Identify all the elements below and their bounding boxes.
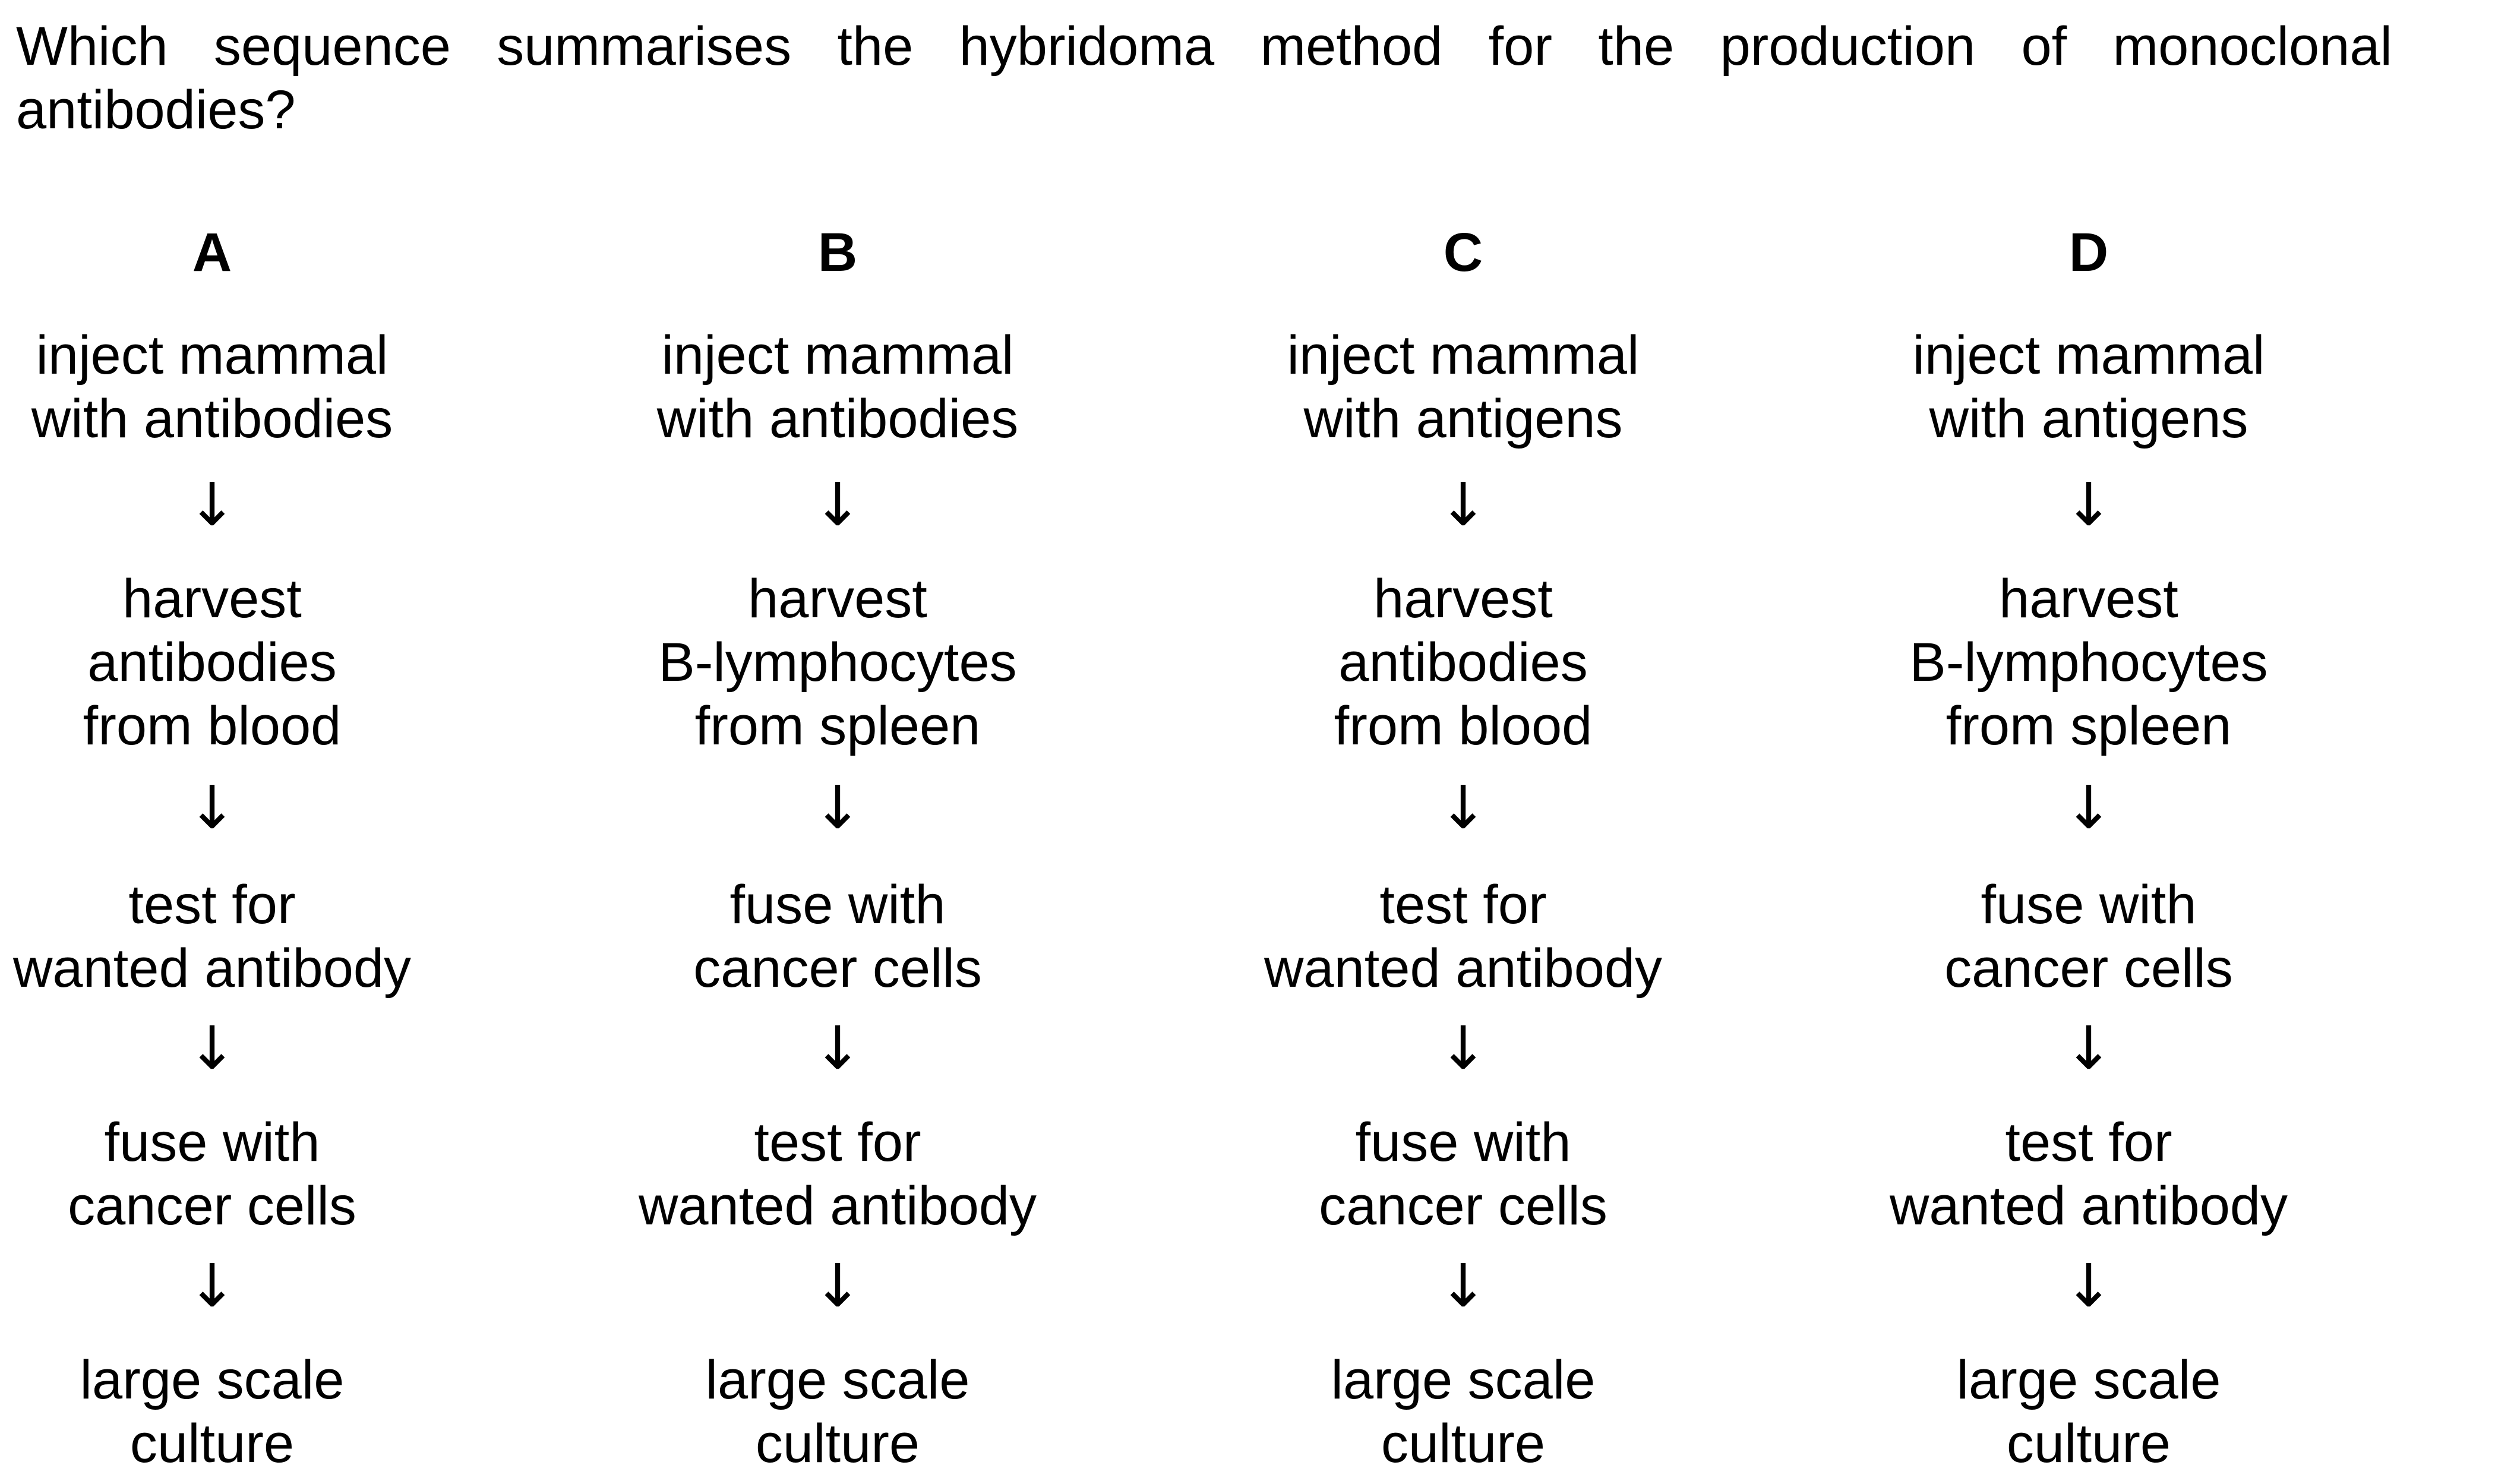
option-letter: B: [817, 222, 858, 283]
down-arrow-icon: ↓: [813, 1251, 863, 1321]
down-arrow-icon: ↓: [813, 773, 863, 842]
down-arrow-icon: ↓: [1438, 470, 1488, 539]
step-inject: inject mammal with antibodies: [656, 325, 1019, 449]
down-arrow-icon: ↓: [813, 470, 863, 539]
step-4: fuse with cancer cells: [1319, 1112, 1607, 1236]
down-arrow-icon: ↓: [1438, 1251, 1488, 1321]
down-arrow-icon: ↓: [2064, 773, 2114, 842]
down-arrow-icon: ↓: [813, 1013, 863, 1083]
step-inject: inject mammal with antibodies: [31, 325, 393, 449]
step-4: test for wanted antibody: [1889, 1112, 2288, 1236]
down-arrow-icon: ↓: [187, 773, 237, 842]
option-letter: C: [1443, 222, 1483, 283]
option-letter: A: [192, 222, 232, 283]
step-harvest: harvest antibodies from blood: [1334, 569, 1593, 756]
option-a-column: A inject mammal with antibodies ↓ harves…: [0, 0, 456, 1484]
question-line-1: Which sequence summarises the hybridoma …: [16, 16, 2392, 77]
step-4: test for wanted antibody: [638, 1112, 1037, 1236]
down-arrow-icon: ↓: [187, 1251, 237, 1321]
step-harvest: harvest B-lymphocytes from spleen: [1909, 569, 2268, 756]
step-culture: large scale culture: [80, 1350, 345, 1474]
step-3: fuse with cancer cells: [1944, 874, 2233, 999]
down-arrow-icon: ↓: [2064, 470, 2114, 539]
down-arrow-icon: ↓: [1438, 773, 1488, 842]
question-line-2: antibodies?: [16, 80, 296, 140]
step-harvest: harvest antibodies from blood: [83, 569, 342, 756]
option-d-column: D inject mammal with antigens ↓ harvest …: [1845, 0, 2332, 1484]
question-text: Which sequence summarises the hybridoma …: [16, 15, 2392, 142]
down-arrow-icon: ↓: [2064, 1251, 2114, 1321]
step-harvest: harvest B-lymphocytes from spleen: [658, 569, 1017, 756]
step-culture: large scale culture: [705, 1350, 970, 1474]
step-3: test for wanted antibody: [1264, 874, 1663, 999]
step-culture: large scale culture: [1956, 1350, 2221, 1474]
down-arrow-icon: ↓: [2064, 1013, 2114, 1083]
option-b-column: B inject mammal with antibodies ↓ harves…: [594, 0, 1081, 1484]
step-4: fuse with cancer cells: [68, 1112, 356, 1236]
option-c-column: C inject mammal with antigens ↓ harvest …: [1220, 0, 1707, 1484]
down-arrow-icon: ↓: [187, 1013, 237, 1083]
down-arrow-icon: ↓: [1438, 1013, 1488, 1083]
down-arrow-icon: ↓: [187, 470, 237, 539]
step-inject: inject mammal with antigens: [1287, 325, 1640, 449]
step-inject: inject mammal with antigens: [1912, 325, 2265, 449]
step-culture: large scale culture: [1331, 1350, 1596, 1474]
step-3: test for wanted antibody: [12, 874, 412, 999]
option-letter: D: [2068, 222, 2109, 283]
step-3: fuse with cancer cells: [693, 874, 982, 999]
